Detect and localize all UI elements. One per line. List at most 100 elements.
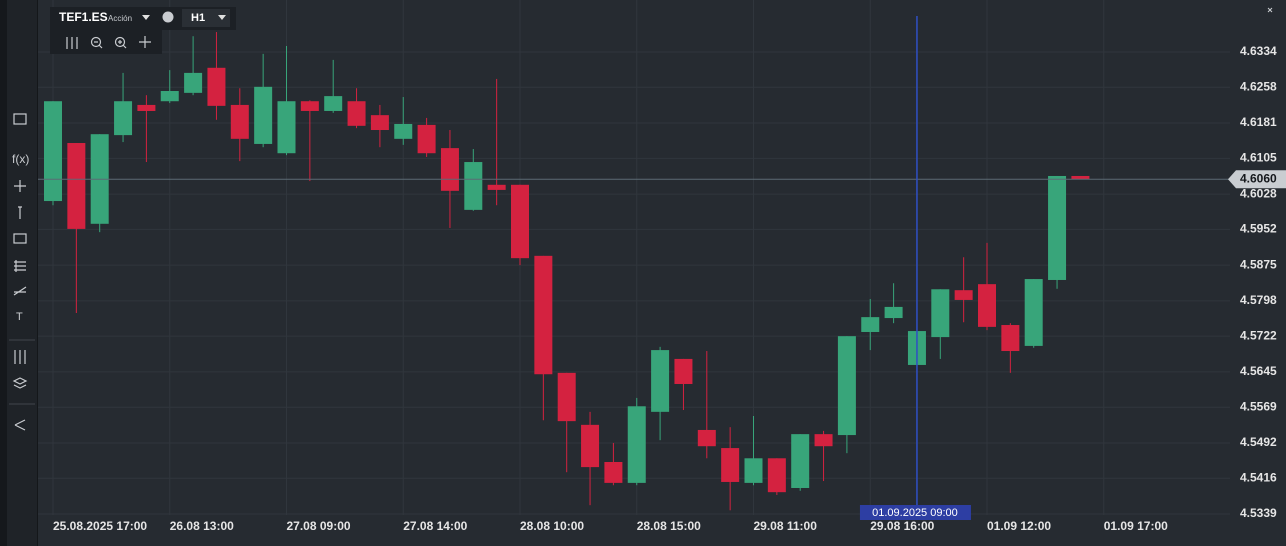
edge [0, 0, 7, 546]
candle-body [160, 91, 179, 102]
zoom-in[interactable] [114, 36, 126, 48]
y-tick-label: 4.5569 [1240, 399, 1277, 413]
y-tick-label: 4.5875 [1240, 257, 1277, 271]
candle-body [44, 101, 62, 202]
candle-body [300, 101, 319, 111]
fib-tool[interactable] [14, 260, 26, 272]
candle-body [394, 123, 413, 139]
candle-body [651, 350, 670, 412]
candle-body [767, 458, 786, 493]
candle-body [978, 284, 996, 327]
x-tick-label: 01.09 17:00 [1104, 519, 1168, 533]
candle-body [674, 358, 693, 384]
candle-body [954, 290, 973, 300]
candle-body [791, 434, 810, 488]
candle-body [277, 101, 296, 154]
candle-body [534, 255, 553, 375]
x-tick-label: 25.08.2025 17:00 [53, 519, 147, 533]
x-tick-label: 29.08 11:00 [754, 519, 818, 533]
y-tick-label: 4.6028 [1240, 186, 1277, 200]
crosshair-label-box [859, 505, 971, 520]
share-button[interactable] [14, 419, 26, 431]
y-tick-label: 4.5339 [1240, 506, 1277, 520]
crosshair-label: 01.09.2025 09:00 [872, 507, 958, 519]
candle-body [604, 461, 623, 483]
timeframe[interactable]: H1 [191, 12, 205, 24]
text-tool[interactable]: T [16, 311, 23, 323]
candle-body [557, 372, 576, 422]
x-tick-label: 28.08 10:00 [520, 519, 584, 533]
indicators-button[interactable] [14, 350, 26, 364]
x-tick-label: 01.09 12:00 [987, 519, 1051, 533]
candle-body [440, 148, 459, 191]
candle-body [67, 143, 86, 229]
candle-body [487, 184, 506, 190]
shape-tool[interactable] [13, 233, 27, 244]
candle-body [1071, 175, 1090, 180]
crosshair-tool[interactable] [14, 180, 26, 192]
candle-body [464, 162, 483, 210]
zoom-icons [94, 40, 127, 49]
layers-button[interactable] [12, 377, 28, 389]
candle-body [1001, 325, 1020, 352]
y-tick-label: 4.5722 [1240, 328, 1277, 342]
candle-body [721, 448, 740, 482]
symbol[interactable]: TEF1.ES [59, 10, 108, 24]
candle-body [184, 72, 203, 93]
x-tick-label: 28.08 15:00 [637, 519, 701, 533]
close-button[interactable] [1267, 7, 1273, 13]
y-tick-label: 4.5416 [1240, 470, 1277, 484]
candle-body [627, 406, 646, 483]
zoom-out[interactable] [90, 36, 102, 48]
candle-body [417, 124, 436, 154]
candle-body [744, 458, 763, 483]
candle-body [511, 184, 529, 259]
candle-body [1024, 279, 1043, 346]
y-tick-label: 4.5952 [1240, 222, 1277, 236]
last-price-tag [1228, 170, 1286, 189]
candle-body [207, 67, 226, 106]
candle-body [254, 86, 273, 144]
candle-body [137, 104, 156, 111]
x-tick-label: 27.08 14:00 [403, 519, 467, 533]
y-tick-label: 4.5798 [1240, 293, 1277, 307]
y-tick-label: 4.6334 [1240, 44, 1277, 58]
candle-body [884, 306, 903, 319]
candle-body [837, 336, 856, 436]
candle-body [931, 289, 950, 338]
function-button[interactable]: f(x) [12, 152, 29, 166]
candle-body [324, 96, 343, 111]
candle-body [347, 101, 366, 126]
y-tick-label: 4.6258 [1240, 79, 1277, 93]
asset-type: Acción [108, 14, 132, 23]
y-tick-label: 4.6181 [1240, 115, 1277, 129]
candle-body [114, 101, 133, 136]
pitchfork-tool[interactable] [13, 286, 27, 296]
symbol-dropdown[interactable] [142, 15, 150, 20]
x-tick-label: 29.08 16:00 [870, 519, 934, 533]
timeframe-dropdown[interactable] [218, 15, 226, 20]
candle-body [814, 434, 833, 447]
info-button[interactable] [162, 11, 174, 23]
left-toolbar [7, 0, 37, 546]
y-tick-label: 4.5645 [1240, 364, 1277, 378]
candle-body [697, 429, 716, 447]
candle-body [581, 424, 600, 468]
chart-type-button[interactable] [13, 113, 27, 125]
pan-tool[interactable] [139, 36, 151, 48]
indicators-tool[interactable] [66, 37, 78, 49]
y-tick-label: 4.6105 [1240, 151, 1277, 165]
x-tick-label: 27.08 09:00 [287, 519, 351, 533]
candle-body [230, 104, 249, 139]
candle-body [1048, 175, 1067, 280]
y-tick-label: 4.5492 [1240, 435, 1277, 449]
candle-body [370, 115, 389, 131]
last-price-label: 4.6060 [1240, 171, 1277, 185]
x-tick-label: 26.08 13:00 [170, 519, 234, 533]
plot: 4.5339 4.5416 4.5492 4.5569 4.5645 4.5722 4.57… [38, 0, 1286, 533]
candle-body [861, 317, 880, 332]
timeframe-box[interactable] [182, 9, 230, 27]
line-tool[interactable] [18, 206, 22, 219]
